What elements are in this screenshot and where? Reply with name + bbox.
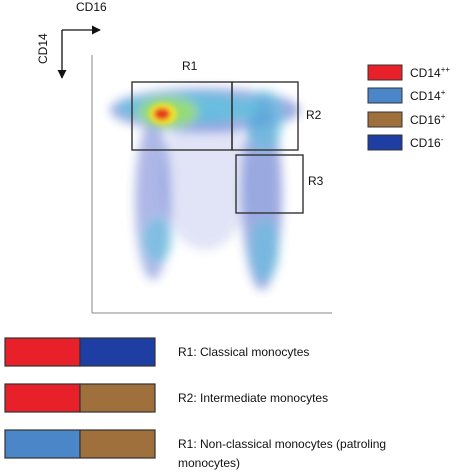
row-swatch [4,337,81,367]
legend-label: CD16+ [410,112,446,127]
legend-swatch [367,64,403,81]
legend-text: CD16 [410,136,441,150]
gates [131,81,304,214]
gate-label: R3 [308,174,324,188]
legend-text: CD14 [410,89,441,103]
row-label: R1: Non-classical monocytes (patroling [178,437,386,451]
plot-axes [91,55,332,314]
legend-swatch [367,111,403,128]
legend-text: CD14 [410,66,441,80]
gate-label: R2 [306,108,322,122]
row-swatch [79,429,156,459]
legend-text: CD16 [410,113,441,127]
legend-sup: + [441,88,446,97]
density-cloud [110,88,300,290]
row-label: R2: Intermediate monocytes [178,391,328,405]
legend-swatch [367,134,403,151]
legend-sup: ++ [441,65,451,74]
row-swatch [79,337,156,367]
legend-label: CD14++ [410,65,450,80]
combination-rows: R1: Classical monocytes R2: Intermediate … [4,337,386,470]
legend: CD14++CD14+CD16+CD16- [367,64,450,151]
legend-sup: - [441,135,444,144]
legend-label: CD14+ [410,88,446,103]
row-label: R1: Classical monocytes [178,345,309,359]
gate-label: R1 [182,59,198,73]
legend-sup: + [441,112,446,121]
legend-label: CD16- [410,135,444,150]
x-axis-label: CD16 [76,0,107,14]
row-swatch [4,383,81,413]
row-swatch [79,383,156,413]
row-swatch [4,429,81,459]
y-axis-label: CD14 [36,33,50,64]
legend-swatch [367,87,403,104]
orientation-arrows [57,25,101,79]
row-label: monocytes) [178,456,240,470]
